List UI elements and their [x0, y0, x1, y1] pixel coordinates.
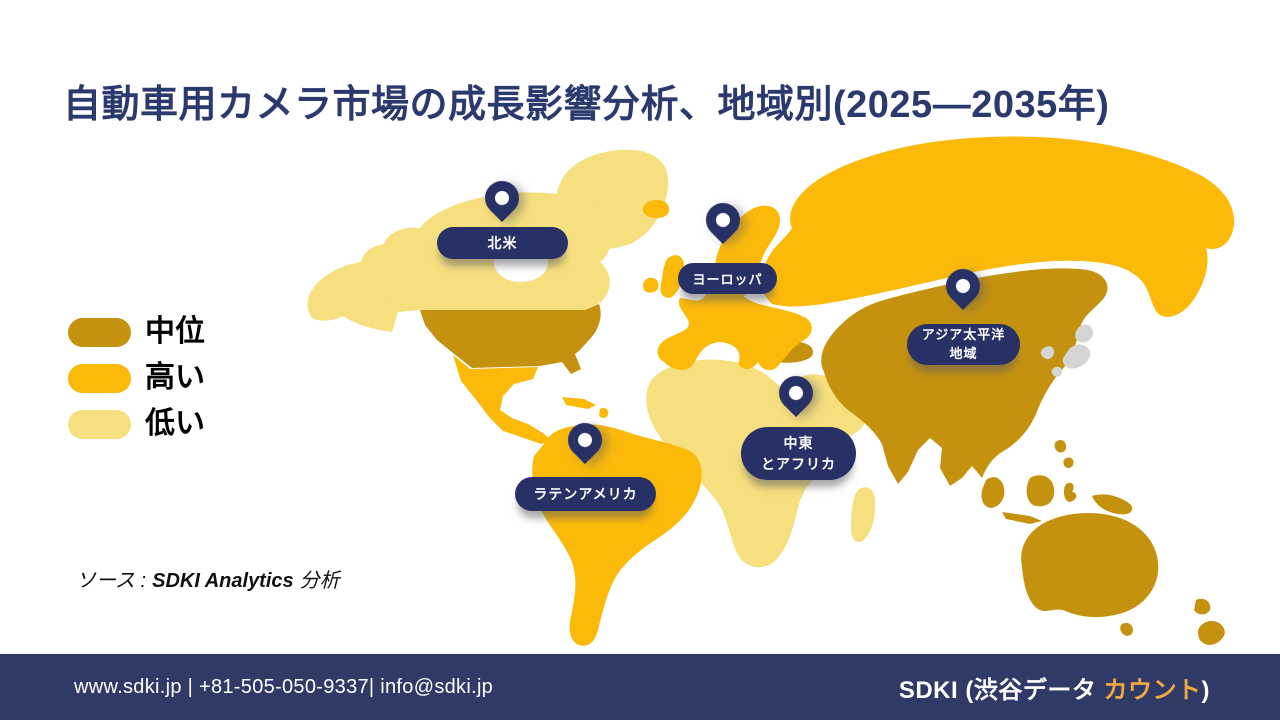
source-suffix: 分析	[299, 570, 340, 592]
region-australia	[1021, 512, 1159, 636]
region-alaska	[307, 260, 398, 321]
marker-label-asia-pacific: アジア太平洋 地域	[907, 324, 1020, 365]
footer-brand-logo: SDKI (渋谷データ カウント)	[899, 670, 1210, 705]
marker-label-europe: ヨーロッパ	[678, 263, 777, 294]
marker-text: 地域	[949, 345, 978, 361]
page-title: 自動車用カメラ市場の成長影響分析、地域別(2025—2035年)	[63, 84, 1110, 127]
region-russia	[761, 136, 1235, 317]
region-united-kingdom	[643, 255, 684, 298]
brand-prefix: SDKI (渋谷データ	[898, 676, 1104, 704]
legend: 中位 高い 低い	[68, 317, 205, 455]
source-name: SDKI Analytics	[152, 570, 294, 592]
footer-bar: www.sdki.jp | +81-505-050-9337| info@sdk…	[0, 654, 1280, 720]
legend-swatch-high	[68, 363, 131, 393]
legend-label-low: 低い	[145, 407, 205, 440]
marker-text: ヨーロッパ	[692, 272, 763, 287]
region-new-zealand	[1194, 598, 1225, 645]
region-europe	[657, 267, 812, 371]
footer-contact: www.sdki.jp | +81-505-050-9337| info@sdk…	[74, 675, 494, 698]
region-madagascar	[851, 487, 876, 542]
source-note: ソース : SDKI Analytics 分析	[76, 564, 340, 593]
legend-label-medium: 中位	[145, 315, 205, 348]
region-caribbean	[562, 397, 609, 418]
marker-text: 北米	[487, 235, 518, 251]
region-usa	[420, 304, 601, 374]
region-south-america	[532, 424, 702, 646]
region-mexico-central-america	[453, 355, 552, 444]
region-iceland	[643, 200, 670, 219]
region-japan-korea	[1040, 324, 1093, 377]
brand-highlight: カウント	[1103, 676, 1202, 704]
source-prefix: ソース :	[76, 570, 147, 592]
region-southeast-asia-islands	[981, 439, 1133, 524]
marker-label-latin-america: ラテンアメリカ	[515, 477, 656, 511]
marker-text: アジア太平洋	[921, 327, 1006, 343]
marker-text: とアフリカ	[761, 455, 836, 472]
marker-label-middle-east-africa: 中東 とアフリカ	[741, 427, 856, 480]
marker-label-north-america: 北米	[437, 227, 568, 259]
legend-item-medium: 中位	[68, 317, 205, 347]
legend-item-low: 低い	[68, 409, 205, 439]
marker-text: 中東	[783, 434, 814, 451]
region-central-asia-china-india	[821, 268, 1108, 486]
legend-swatch-medium	[68, 317, 131, 347]
legend-item-high: 高い	[68, 363, 205, 393]
legend-swatch-low	[68, 409, 131, 439]
brand-suffix: )	[1201, 676, 1210, 704]
legend-label-high: 高い	[145, 361, 205, 394]
marker-text: ラテンアメリカ	[533, 486, 638, 502]
